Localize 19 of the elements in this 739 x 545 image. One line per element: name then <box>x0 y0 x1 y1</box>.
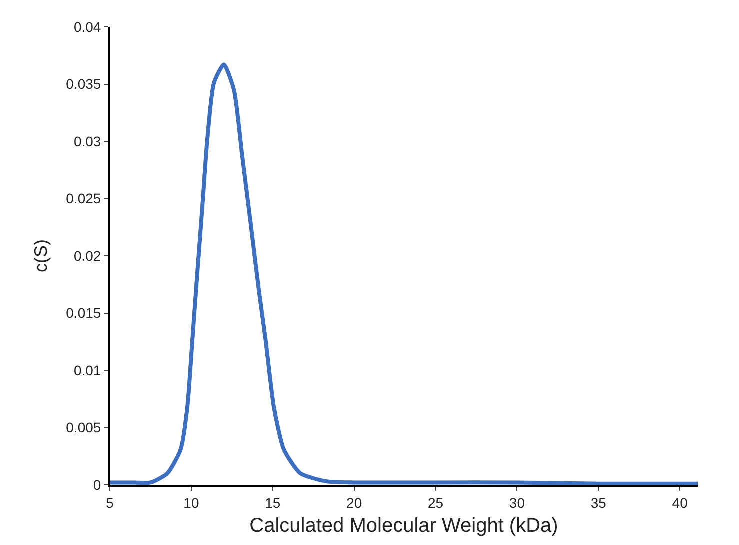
y-tick-label: 0.03 <box>74 133 102 150</box>
x-tick-label: 40 <box>672 494 688 511</box>
x-tick-label: 35 <box>590 494 607 511</box>
y-tick-label: 0.04 <box>74 18 102 35</box>
y-tick-label: 0.025 <box>66 190 102 207</box>
x-tick-label: 10 <box>184 494 200 511</box>
y-tick-label: 0.015 <box>66 305 102 322</box>
x-tick-label: 15 <box>265 494 281 511</box>
y-tick-label: 0 <box>93 476 102 493</box>
x-axis-title: Calculated Molecular Weight (kDa) <box>250 514 558 537</box>
x-tick-label: 5 <box>106 494 114 511</box>
y-tick-label: 0.005 <box>66 420 102 436</box>
x-tick-label: 30 <box>509 494 526 511</box>
x-tick-label: 25 <box>428 494 444 511</box>
x-tick-label: 20 <box>346 494 362 511</box>
y-tick-label: 0.01 <box>74 362 102 378</box>
y-axis-title: c(S) <box>30 240 51 272</box>
y-tick-label: 0.035 <box>66 76 102 92</box>
y-tick-label: 0.02 <box>74 248 102 264</box>
